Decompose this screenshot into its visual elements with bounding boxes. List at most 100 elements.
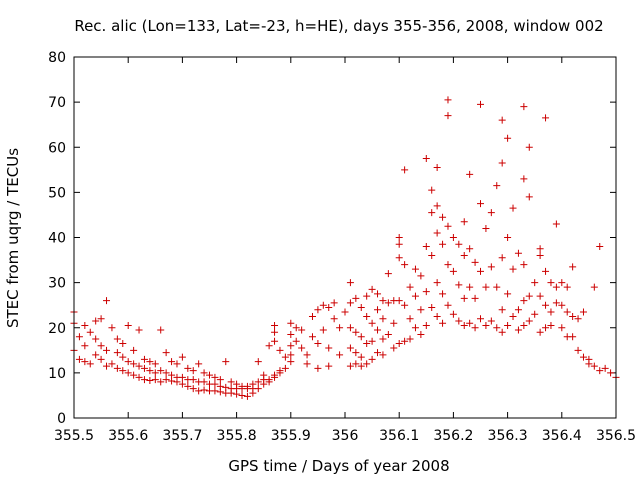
data-point: [173, 360, 181, 368]
data-point: [449, 310, 457, 318]
data-point: [319, 301, 327, 309]
data-point: [325, 362, 333, 370]
data-point: [444, 261, 452, 269]
data-point: [460, 252, 468, 260]
data-point: [108, 324, 116, 332]
data-point: [227, 378, 235, 386]
data-point: [487, 209, 495, 217]
data-point: [86, 328, 94, 336]
y-tick-label: 50: [48, 185, 66, 201]
data-point: [552, 299, 560, 307]
data-point: [222, 358, 230, 366]
data-point: [374, 326, 382, 334]
data-point: [493, 182, 501, 190]
data-point: [135, 373, 143, 381]
data-point: [97, 315, 105, 323]
data-point: [325, 303, 333, 311]
data-point: [303, 351, 311, 359]
x-tick-label: 355.8: [217, 428, 257, 444]
data-point: [92, 317, 100, 325]
data-point: [449, 234, 457, 241]
data-point: [314, 340, 322, 348]
data-point: [113, 349, 121, 357]
data-point: [195, 387, 203, 395]
data-point: [406, 283, 414, 291]
data-point: [569, 263, 577, 271]
data-point: [542, 301, 550, 309]
data-point: [368, 285, 376, 293]
data-point: [206, 371, 213, 379]
data-point: [368, 319, 376, 327]
data-point: [520, 175, 528, 183]
x-tick-label: 356.4: [542, 428, 582, 444]
data-point: [525, 292, 533, 300]
data-point: [81, 358, 89, 366]
data-point: [189, 376, 197, 384]
data-point: [520, 261, 528, 269]
data-point: [336, 351, 344, 359]
data-point: [374, 349, 382, 357]
data-point: [346, 344, 354, 352]
x-tick-label: 356.5: [596, 428, 636, 444]
data-point: [200, 386, 208, 394]
data-point: [119, 340, 127, 348]
data-point: [200, 369, 208, 377]
data-point: [103, 346, 111, 354]
data-point: [439, 213, 447, 221]
data-point: [590, 283, 598, 291]
data-point: [103, 362, 111, 370]
data-point: [157, 367, 165, 375]
data-point: [265, 342, 273, 350]
data-point: [509, 312, 517, 320]
data-point: [352, 360, 360, 368]
data-point: [477, 100, 484, 108]
data-point: [287, 358, 295, 366]
data-point: [346, 324, 354, 332]
data-point: [168, 377, 176, 385]
data-point: [124, 369, 132, 377]
data-point: [477, 315, 484, 323]
data-point: [162, 376, 170, 384]
chart-title: Rec. alic (Lon=133, Lat=-23, h=HE), days…: [74, 17, 603, 35]
data-point: [130, 346, 138, 354]
data-point: [271, 371, 279, 379]
data-point: [504, 134, 512, 142]
data-point: [357, 362, 365, 370]
data-point: [346, 299, 354, 307]
data-point: [238, 391, 246, 399]
data-point: [596, 243, 604, 251]
data-point: [276, 346, 284, 354]
data-point: [542, 324, 550, 332]
data-point: [514, 326, 522, 334]
x-tick-label: 355.6: [108, 428, 148, 444]
data-point: [477, 267, 484, 275]
data-point: [471, 258, 479, 266]
data-point: [140, 364, 148, 372]
data-point: [352, 349, 360, 357]
data-point: [178, 353, 186, 361]
data-point: [482, 321, 490, 329]
data-point: [542, 114, 550, 122]
data-point: [287, 351, 295, 359]
data-point: [151, 376, 159, 384]
data-point: [287, 342, 295, 350]
data-point: [433, 229, 441, 237]
data-point: [341, 308, 349, 316]
data-point: [590, 362, 598, 370]
data-point: [563, 283, 571, 291]
data-point: [140, 355, 148, 363]
x-tick-label: 356.1: [379, 428, 419, 444]
data-point: [509, 204, 517, 212]
data-point: [384, 331, 392, 339]
data-point: [531, 279, 539, 287]
data-point: [292, 337, 300, 345]
data-point: [433, 164, 441, 172]
data-point: [184, 364, 192, 372]
data-point: [303, 360, 311, 368]
data-point: [222, 383, 230, 391]
data-point: [151, 369, 159, 377]
data-point: [368, 355, 376, 363]
data-point: [428, 209, 436, 217]
data-point: [162, 369, 170, 377]
data-point: [401, 337, 409, 345]
